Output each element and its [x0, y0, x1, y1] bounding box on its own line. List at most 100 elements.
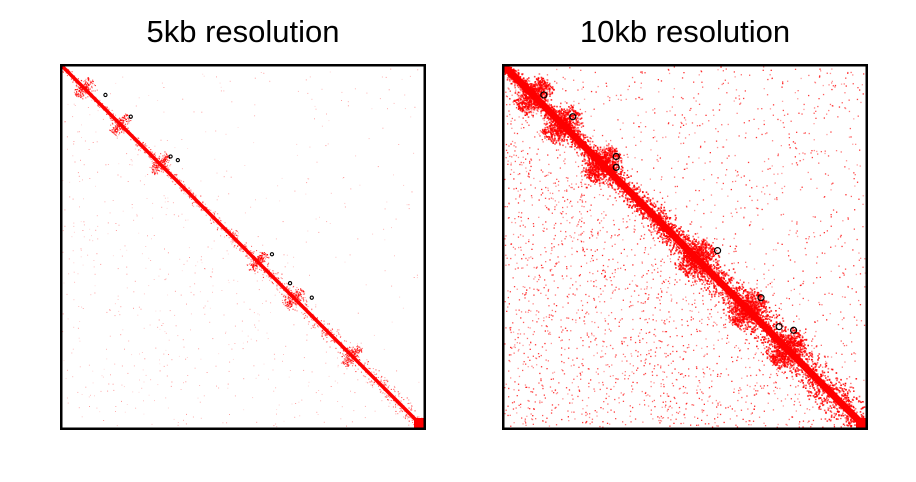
contact-cell	[368, 138, 370, 140]
contact-cell	[307, 178, 309, 180]
contact-cell	[115, 128, 117, 130]
contact-cell	[163, 365, 165, 367]
contact-cell	[285, 299, 287, 301]
contact-cell	[256, 280, 258, 282]
contact-cell	[76, 84, 78, 86]
contact-cell	[154, 170, 156, 172]
contact-cell	[102, 376, 104, 378]
contact-cell	[166, 155, 168, 157]
contact-cell	[276, 413, 277, 415]
contact-cell	[87, 82, 89, 84]
contact-cell	[741, 295, 743, 297]
contact-cell	[336, 330, 338, 332]
contact-cell	[88, 80, 90, 82]
contact-cell	[811, 354, 814, 356]
contact-cell	[260, 72, 262, 73]
contact-cell	[405, 414, 407, 416]
contact-cell	[793, 360, 795, 363]
contact-cell	[110, 119, 112, 121]
contact-cell	[249, 308, 251, 310]
contact-cell	[106, 107, 108, 109]
contact-cell	[145, 267, 147, 269]
contact-cell	[327, 143, 329, 145]
contact-cell	[111, 129, 113, 131]
contact-cell	[331, 328, 333, 330]
contact-cell	[278, 278, 280, 280]
contact-cell	[706, 273, 709, 276]
contact-cell	[84, 91, 86, 93]
contact-cell	[185, 358, 187, 360]
contact-cell	[713, 283, 715, 286]
contact-cell	[829, 419, 832, 422]
contact-cell	[190, 189, 192, 191]
contact-cell	[507, 74, 509, 77]
contact-cell	[256, 421, 258, 423]
contact-cell	[122, 121, 124, 123]
contact-cell	[664, 218, 667, 221]
contact-cell	[823, 392, 826, 394]
contact-cell	[236, 303, 238, 305]
contact-cell	[73, 141, 75, 142]
contact-cell	[243, 409, 245, 411]
contact-cell	[79, 87, 81, 89]
contact-cell	[121, 119, 123, 121]
contact-cell	[217, 227, 219, 229]
contact-cell	[344, 261, 346, 263]
contact-cell	[411, 419, 413, 421]
contact-cell	[201, 111, 203, 113]
contact-cell	[94, 273, 96, 275]
contact-cell	[115, 82, 117, 84]
contact-cell	[775, 331, 778, 334]
contact-cell	[68, 273, 70, 275]
contact-cell	[237, 127, 239, 128]
contact-cell	[296, 303, 298, 305]
contact-cell	[547, 115, 549, 117]
contact-cell	[675, 250, 677, 252]
contact-cell	[617, 173, 620, 175]
chart-title-5kb: 5kb resolution	[146, 14, 340, 49]
contact-cell	[167, 156, 169, 158]
contact-cell	[824, 418, 827, 420]
contact-cell	[122, 117, 124, 119]
contact-cell	[84, 80, 86, 82]
contact-cell	[262, 276, 264, 278]
contact-cell	[384, 393, 386, 395]
contact-cell	[122, 120, 124, 122]
contact-cell	[846, 415, 848, 417]
contact-cell	[338, 333, 340, 335]
contact-cell	[82, 230, 84, 231]
contact-cell	[80, 89, 82, 91]
contact-cell	[838, 390, 841, 392]
contact-cell	[227, 253, 229, 255]
contact-cell	[151, 423, 153, 425]
contact-cell	[741, 285, 744, 288]
contact-cell	[262, 269, 264, 271]
contact-cell	[547, 100, 549, 103]
contact-cell	[786, 377, 788, 379]
contact-cell	[277, 272, 279, 274]
contact-cell	[289, 305, 291, 307]
contact-cell	[163, 353, 165, 355]
contact-cell	[830, 411, 833, 413]
contact-cell	[116, 137, 118, 139]
contact-cell	[626, 177, 628, 179]
contact-cell	[326, 336, 328, 338]
contact-cell	[204, 305, 206, 307]
contact-cell	[155, 170, 157, 172]
contact-cell	[252, 251, 254, 253]
contact-cell	[662, 237, 665, 240]
contact-cell	[203, 75, 205, 77]
contact-cell	[218, 387, 220, 389]
contact-cell	[200, 259, 202, 261]
contact-cell	[112, 131, 114, 133]
contact-cell	[121, 119, 123, 121]
contact-cell	[344, 355, 346, 357]
contact-cell	[106, 311, 108, 313]
contact-cell	[312, 313, 314, 315]
contact-cell	[816, 385, 819, 387]
contact-cell	[288, 297, 290, 299]
contact-cell	[385, 76, 387, 78]
contact-cell	[364, 365, 366, 367]
contact-cell	[136, 143, 138, 145]
contact-cell	[829, 386, 832, 389]
